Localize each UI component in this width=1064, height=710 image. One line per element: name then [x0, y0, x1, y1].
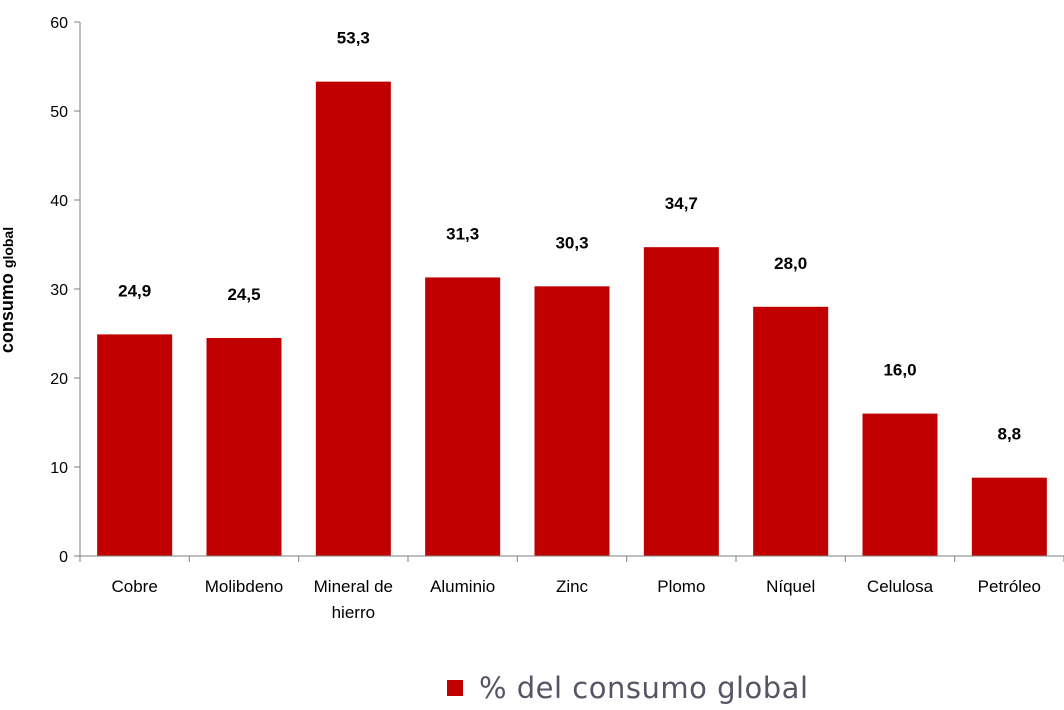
- x-tick-label: Zinc: [556, 577, 589, 596]
- x-tick-label: Plomo: [657, 577, 705, 596]
- bar: [862, 413, 938, 556]
- bar: [534, 286, 610, 556]
- data-label: 34,7: [665, 194, 698, 213]
- data-label: 24,9: [118, 281, 151, 300]
- bar: [643, 247, 719, 557]
- data-label: 8,8: [998, 425, 1022, 444]
- data-label: 30,3: [555, 233, 588, 252]
- bar: [315, 81, 391, 556]
- legend: % del consumo global: [447, 666, 809, 710]
- bar: [425, 277, 501, 556]
- x-tick-label: Molibdeno: [205, 577, 283, 596]
- bar: [971, 477, 1047, 556]
- bar: [97, 334, 173, 556]
- y-axis-title: consumo global: [0, 227, 17, 353]
- y-tick-label: 40: [50, 193, 68, 210]
- y-tick-label: 10: [50, 460, 68, 477]
- y-tick-label: 20: [50, 371, 68, 388]
- y-tick-label: 30: [50, 282, 68, 299]
- x-tick-label: Celulosa: [867, 577, 934, 596]
- data-label: 28,0: [774, 254, 807, 273]
- data-label: 16,0: [883, 361, 916, 380]
- x-tick-label: Petróleo: [978, 577, 1041, 596]
- data-label: 24,5: [227, 285, 260, 304]
- x-tick-label: Cobre: [112, 577, 158, 596]
- data-label: 31,3: [446, 224, 479, 243]
- x-tick-label: Mineral de hierro: [314, 577, 393, 622]
- y-tick-label: 60: [50, 15, 68, 32]
- y-tick-label: 0: [59, 549, 68, 566]
- x-tick-label: Aluminio: [430, 577, 495, 596]
- bar: [753, 306, 829, 556]
- data-label: 53,3: [337, 29, 370, 48]
- legend-swatch: [447, 680, 463, 696]
- y-tick-label: 50: [50, 104, 68, 121]
- x-tick-label: Níquel: [766, 577, 815, 596]
- legend-label: % del consumo global: [479, 671, 809, 705]
- bar: [206, 337, 282, 556]
